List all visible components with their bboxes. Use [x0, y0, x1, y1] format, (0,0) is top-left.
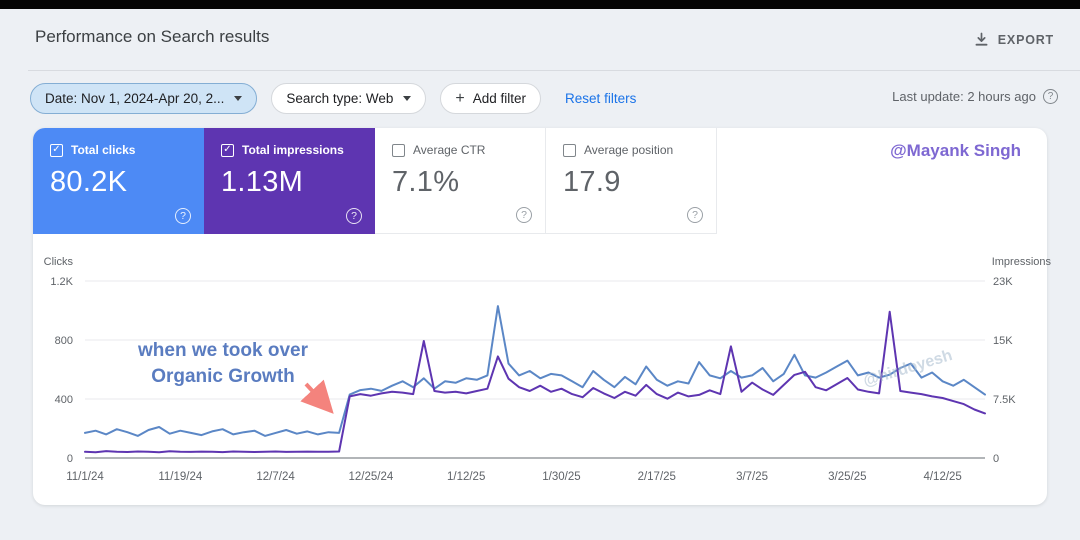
svg-text:15K: 15K: [993, 335, 1013, 347]
last-update: Last update: 2 hours ago ?: [892, 89, 1058, 104]
svg-text:2/17/25: 2/17/25: [638, 471, 676, 483]
add-filter-label: Add filter: [472, 91, 527, 106]
export-label: EXPORT: [997, 32, 1054, 47]
metric-cards: ✓ Total clicks 80.2K ? ✓ Total impressio…: [33, 128, 717, 234]
metric-card-total-impressions[interactable]: ✓ Total impressions 1.13M ?: [204, 128, 375, 234]
export-button[interactable]: EXPORT: [968, 28, 1060, 51]
plus-icon: +: [455, 89, 465, 107]
chevron-down-icon: [234, 96, 243, 101]
svg-text:1/12/25: 1/12/25: [447, 471, 485, 483]
metric-value: 7.1%: [392, 166, 460, 198]
checkbox-unchecked-icon[interactable]: [563, 143, 576, 157]
search-type-label: Search type: Web: [286, 91, 394, 106]
svg-text:400: 400: [55, 394, 73, 406]
svg-text:23K: 23K: [993, 276, 1013, 288]
svg-text:1/30/25: 1/30/25: [542, 471, 580, 483]
help-icon[interactable]: ?: [516, 207, 532, 223]
svg-text:12/25/24: 12/25/24: [348, 471, 393, 483]
checkbox-unchecked-icon[interactable]: [392, 143, 405, 157]
reset-filters-link[interactable]: Reset filters: [565, 91, 637, 106]
svg-text:1.2K: 1.2K: [50, 276, 73, 288]
download-icon: [974, 32, 989, 47]
help-icon[interactable]: ?: [346, 208, 362, 224]
svg-text:4/12/25: 4/12/25: [923, 471, 961, 483]
add-filter-chip[interactable]: + Add filter: [440, 83, 542, 114]
metric-card-average-ctr[interactable]: Average CTR 7.1% ?: [375, 128, 546, 234]
metric-value: 1.13M: [221, 166, 304, 198]
search-type-chip[interactable]: Search type: Web: [271, 83, 427, 114]
metric-card-total-clicks[interactable]: ✓ Total clicks 80.2K ?: [33, 128, 204, 234]
total-impressions-line: [84, 310, 986, 454]
page-title: Performance on Search results: [35, 27, 270, 46]
metric-value: 17.9: [563, 166, 621, 198]
metric-value: 80.2K: [50, 166, 128, 198]
help-icon[interactable]: ?: [1043, 89, 1058, 104]
performance-panel: ✓ Total clicks 80.2K ? ✓ Total impressio…: [33, 128, 1052, 505]
chevron-down-icon: [403, 96, 412, 101]
chart-canvas: 1.2K 23K 800 15K 400 7.5K 0 0 Clicks Impressions 1…: [44, 256, 1052, 483]
checkbox-checked-icon[interactable]: ✓: [50, 143, 63, 157]
date-filter-label: Date: Nov 1, 2024-Apr 20, 2...: [45, 91, 225, 106]
filter-bar: Date: Nov 1, 2024-Apr 20, 2... Search ty…: [30, 83, 636, 114]
letterbox-bar: [0, 0, 1080, 9]
svg-text:0: 0: [67, 453, 73, 465]
metric-label: Total clicks: [71, 143, 136, 157]
last-update-label: Last update: 2 hours ago: [892, 89, 1036, 104]
help-icon[interactable]: ?: [175, 208, 191, 224]
svg-text:11/1/24: 11/1/24: [66, 471, 104, 483]
svg-text:3/7/25: 3/7/25: [736, 471, 768, 483]
metric-label: Total impressions: [242, 143, 344, 157]
annotation-arrow-icon: [300, 379, 334, 414]
svg-text:800: 800: [55, 335, 73, 347]
svg-text:Clicks: Clicks: [44, 256, 74, 268]
svg-text:7.5K: 7.5K: [993, 394, 1016, 406]
header-divider: [28, 70, 1080, 71]
total-clicks-line: [84, 305, 986, 437]
metric-card-average-position[interactable]: Average position 17.9 ?: [546, 128, 717, 234]
svg-text:Impressions: Impressions: [992, 256, 1052, 268]
svg-text:3/25/25: 3/25/25: [828, 471, 866, 483]
svg-text:0: 0: [993, 453, 999, 465]
svg-text:12/7/24: 12/7/24: [256, 471, 295, 483]
svg-text:11/19/24: 11/19/24: [158, 471, 203, 483]
checkbox-checked-icon[interactable]: ✓: [221, 143, 234, 157]
performance-chart[interactable]: 1.2K 23K 800 15K 400 7.5K 0 0 Clicks Impressions 1…: [44, 253, 1052, 501]
help-icon[interactable]: ?: [687, 207, 703, 223]
author-watermark: @Mayank Singh: [890, 141, 1021, 160]
metric-label: Average CTR: [413, 143, 486, 157]
metric-label: Average position: [584, 143, 674, 157]
date-filter-chip[interactable]: Date: Nov 1, 2024-Apr 20, 2...: [30, 83, 258, 114]
